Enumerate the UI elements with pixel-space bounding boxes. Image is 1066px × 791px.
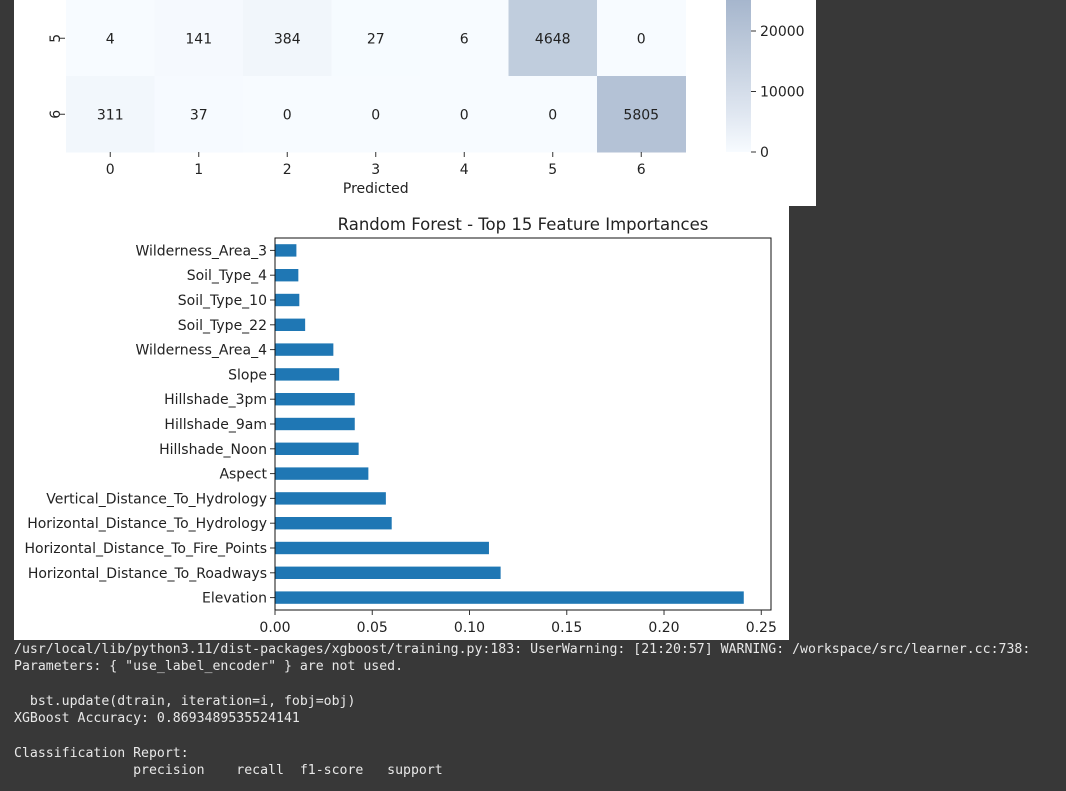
heatmap-cell <box>243 0 332 77</box>
console-line: bst.update(dtrain, iteration=i, fobj=obj… <box>14 693 356 709</box>
x-tick-label: 6 <box>637 162 646 178</box>
y-tick-label: 6 <box>48 110 64 119</box>
x-tick-label: 0.15 <box>551 620 582 636</box>
feature-bar <box>275 244 297 257</box>
feature-bar <box>275 368 340 381</box>
heatmap-cell-value: 27 <box>367 31 385 47</box>
y-tick-label: Wilderness_Area_3 <box>135 243 267 259</box>
plot-frame <box>274 237 772 611</box>
feature-bar <box>275 566 501 579</box>
heatmap-cell <box>597 0 686 77</box>
console-line: XGBoost Accuracy: 0.8693489535524141 <box>14 711 300 727</box>
heatmap-cell <box>154 76 244 153</box>
x-tick-label: 0 <box>106 162 115 178</box>
confusion-matrix-chart: 4 141 384 27 6 4648 0 5 311 37 0 0 0 0 5805 6 0 1 2 3 4 5 6 Pre… <box>48 0 805 197</box>
heatmap-cell <box>508 0 598 77</box>
x-tick-label: 5 <box>548 162 557 178</box>
feature-bar <box>275 467 369 480</box>
y-tick-label: Soil_Type_22 <box>178 318 267 334</box>
heatmap-cell <box>66 76 155 153</box>
x-tick-label: 0.20 <box>648 620 679 636</box>
heatmap-cell-value: 5805 <box>623 107 659 123</box>
feature-bar <box>275 269 299 282</box>
y-tick-label: Aspect <box>219 467 267 483</box>
heatmap-cell-value: 384 <box>274 31 301 47</box>
heatmap-cell-value: 0 <box>283 107 292 123</box>
y-tick-label: Soil_Type_4 <box>187 268 267 284</box>
heatmap-cell-value: 0 <box>548 107 557 123</box>
colorbar-tick-label: 20000 <box>760 24 805 40</box>
x-tick-label: 0.10 <box>454 620 485 636</box>
y-tick-label: Elevation <box>202 591 267 607</box>
console-line <box>14 676 1054 693</box>
heatmap-cell <box>508 76 598 153</box>
heatmap-cell <box>597 76 686 153</box>
x-tick-label: 3 <box>371 162 380 178</box>
colorbar-tick-label: 0 <box>760 145 769 161</box>
heatmap-cell <box>420 0 509 77</box>
console-line: Classification Report: <box>14 745 189 761</box>
y-tick-label: Soil_Type_10 <box>178 293 267 309</box>
y-tick-label: Horizontal_Distance_To_Hydrology <box>27 516 267 532</box>
heatmap-cell-value: 311 <box>97 107 124 123</box>
x-tick-label: 0.25 <box>746 620 777 636</box>
feature-bar <box>275 541 489 555</box>
feature-bar <box>275 417 355 431</box>
feature-bar <box>275 293 300 307</box>
y-tick-label: Horizontal_Distance_To_Roadways <box>28 566 267 582</box>
y-tick-label: Slope <box>228 367 267 383</box>
x-tick-label: 0.00 <box>259 620 290 636</box>
heatmap-cell-value: 4 <box>106 31 115 47</box>
feature-bar <box>275 442 359 455</box>
feature-bar <box>275 393 355 406</box>
heatmap-cell-value: 6 <box>460 31 469 47</box>
y-tick-label: 5 <box>48 34 64 43</box>
x-tick-label: 0.05 <box>357 620 388 636</box>
confusion-matrix-panel: 4 141 384 27 6 4648 0 5 311 37 0 0 0 0 5805 6 0 1 2 3 4 5 6 Pre… <box>14 0 816 206</box>
heatmap-cell-value: 0 <box>371 107 380 123</box>
heatmap-cell-value: 0 <box>637 31 646 47</box>
console-line: Parameters: { "use_label_encoder" } are … <box>14 659 404 675</box>
x-tick-label: 4 <box>460 162 469 178</box>
y-tick-label: Horizontal_Distance_To_Fire_Points <box>25 541 267 557</box>
x-axis-label: Predicted <box>343 181 409 197</box>
feature-importance-chart: Random Forest - Top 15 Feature Importanc… <box>25 215 777 636</box>
heatmap-cell-value: 4648 <box>535 31 571 47</box>
console-line <box>14 727 1054 744</box>
x-tick-label: 2 <box>283 162 292 178</box>
y-tick-label: Hillshade_3pm <box>164 392 267 408</box>
feature-bar <box>275 318 306 331</box>
feature-bar <box>275 591 744 604</box>
x-tick-label: 1 <box>194 162 203 178</box>
heatmap-cell <box>243 76 332 153</box>
console-line: /usr/local/lib/python3.11/dist-packages/… <box>14 642 1031 657</box>
heatmap-cell-value: 0 <box>460 107 469 123</box>
y-tick-label: Hillshade_Noon <box>159 442 267 458</box>
heatmap-cell <box>420 76 509 153</box>
y-tick-label: Hillshade_9am <box>164 417 267 433</box>
feature-bar <box>275 343 334 356</box>
feature-bar <box>275 517 392 530</box>
heatmap-cell <box>331 76 421 153</box>
colorbar-tick-label: 10000 <box>760 84 805 100</box>
heatmap-cell <box>331 0 421 77</box>
heatmap-cell-value: 141 <box>185 31 212 47</box>
y-tick-label: Wilderness_Area_4 <box>135 343 267 359</box>
y-tick-label: Vertical_Distance_To_Hydrology <box>46 491 267 507</box>
heatmap-cell <box>154 0 244 77</box>
colorbar <box>726 0 751 152</box>
heatmap-cell <box>66 0 155 77</box>
chart-title: Random Forest - Top 15 Feature Importanc… <box>338 215 709 234</box>
heatmap-cell-value: 37 <box>190 107 208 123</box>
console-output: /usr/local/lib/python3.11/dist-packages/… <box>14 641 1054 779</box>
feature-importance-panel: Random Forest - Top 15 Feature Importanc… <box>14 206 789 640</box>
console-line: precision recall f1-score support <box>14 763 443 779</box>
feature-bar <box>275 492 386 505</box>
